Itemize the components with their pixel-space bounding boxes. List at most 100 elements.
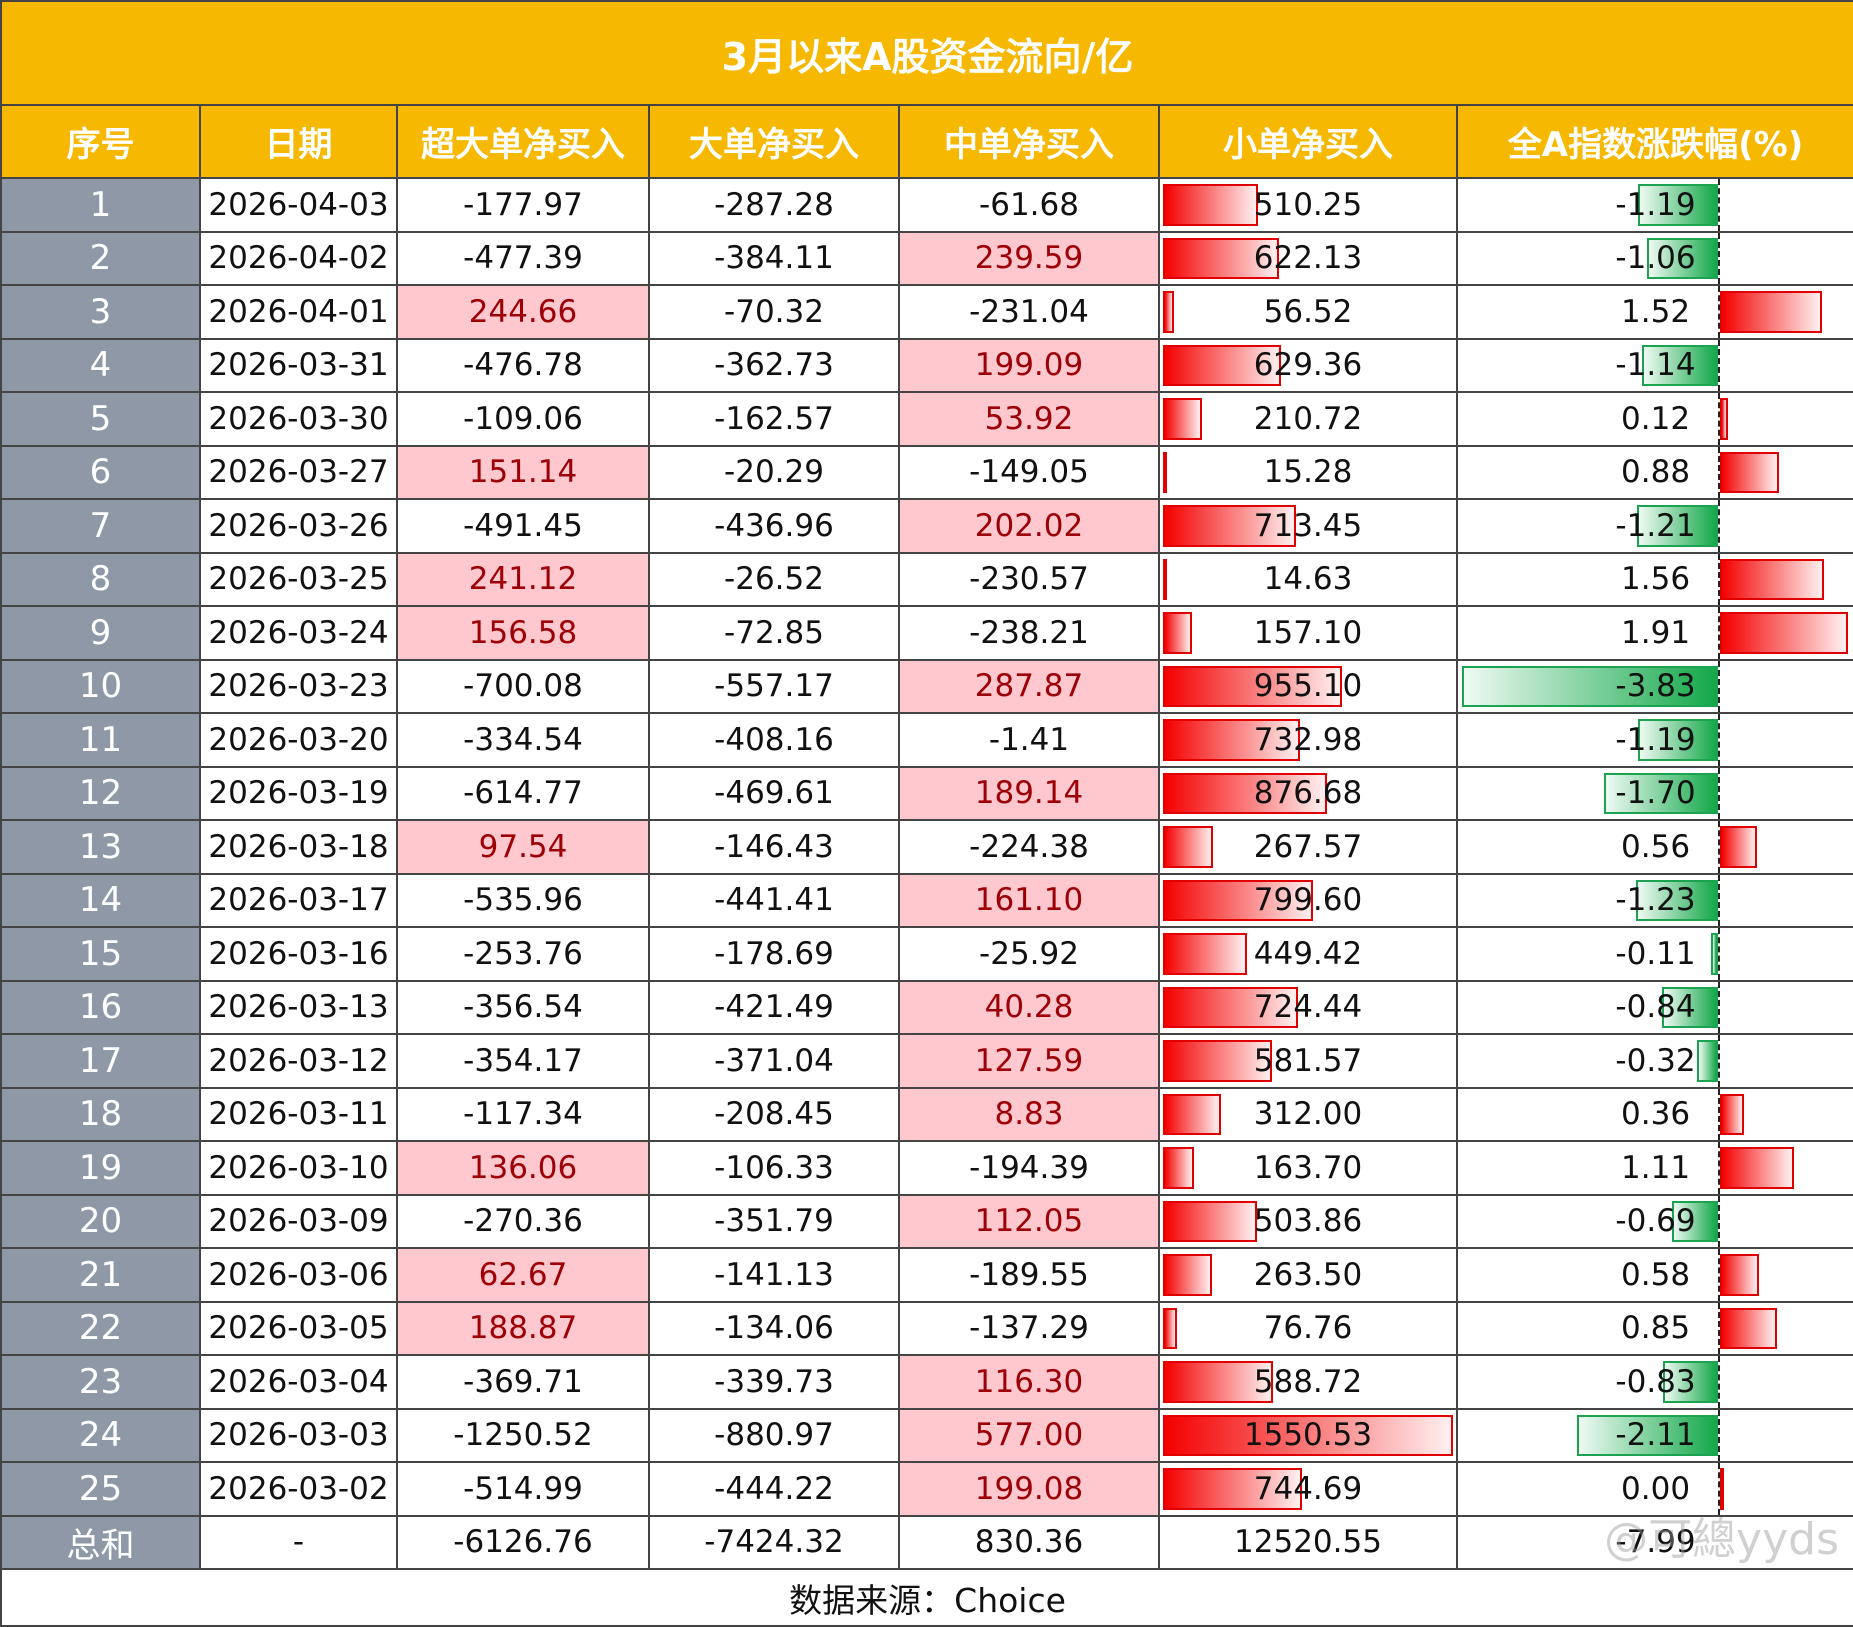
data-bar [1163, 398, 1203, 440]
axis-line [1718, 1463, 1720, 1514]
data-row: 3 2026-04-01 244.66 -70.32 -231.04 56.52 1.52 [0, 284, 1853, 340]
cell-text: 239.59 [974, 240, 1084, 277]
cell: 189.14 [898, 765, 1160, 821]
cell: 12520.55 [1158, 1514, 1458, 1570]
cell: 2026-03-23 [199, 658, 398, 714]
cell-text: 2026-03-10 [208, 1149, 389, 1186]
cell-text: -162.57 [714, 400, 834, 437]
cell-text: 2026-04-01 [208, 293, 389, 330]
cell-text: -362.73 [714, 347, 834, 384]
cell: -334.54 [396, 712, 650, 768]
cell-text: -614.77 [463, 775, 583, 812]
cell: 2026-03-12 [199, 1033, 398, 1089]
source-row: 数据来源：Choice [0, 1568, 1853, 1627]
column-header: 大单净买入 [648, 104, 900, 179]
data-row: 2 2026-04-02 -477.39 -384.11 239.59 622.13 -1.… [0, 230, 1853, 286]
cell: 2026-03-13 [199, 979, 398, 1035]
row-index: 1 [0, 177, 201, 233]
cell-text: -0.69 [1615, 1203, 1696, 1240]
cell-text: 24 [78, 1415, 123, 1456]
cell: 0.36 [1455, 1086, 1853, 1142]
cell: -436.96 [648, 498, 900, 554]
row-index: 25 [0, 1461, 201, 1517]
cell: -469.61 [648, 765, 900, 821]
cell: -408.16 [648, 712, 900, 768]
cell: -1.70 [1455, 765, 1853, 821]
cell-text: -384.11 [714, 240, 834, 277]
cell: -351.79 [648, 1193, 900, 1249]
cell: -137.29 [898, 1300, 1160, 1356]
cell-text: 112.05 [974, 1203, 1084, 1240]
axis-line [1718, 1035, 1720, 1086]
row-index: 24 [0, 1407, 201, 1463]
cell-text: 0.88 [1621, 454, 1691, 491]
cell-text: -371.04 [714, 1042, 834, 1079]
cell-text: -491.45 [463, 507, 583, 544]
cell-text: -70.32 [724, 293, 824, 330]
cell: -441.41 [648, 872, 900, 928]
cell: -1.41 [898, 712, 1160, 768]
cell-text: 22 [78, 1308, 123, 1349]
cell: 622.13 [1158, 230, 1458, 286]
cell-text: 2026-03-11 [208, 1096, 389, 1133]
row-index: 21 [0, 1247, 201, 1303]
cell-text: 13 [78, 826, 123, 867]
cell-text: 1.52 [1621, 293, 1691, 330]
cell: 127.59 [898, 1033, 1160, 1089]
cell: -339.73 [648, 1354, 900, 1410]
cell: -6126.76 [396, 1514, 650, 1570]
cell: -0.11 [1455, 926, 1853, 982]
cell-text: 0.56 [1621, 828, 1691, 865]
data-bar [1720, 1307, 1777, 1349]
data-row: 5 2026-03-30 -109.06 -162.57 53.92 210.72 0.12 [0, 391, 1853, 447]
cell-text: -2.11 [1615, 1417, 1696, 1454]
cell: 2026-03-09 [199, 1193, 398, 1249]
cell: 2026-03-04 [199, 1354, 398, 1410]
cell-text: 202.02 [974, 507, 1084, 544]
cell-text: 263.50 [1253, 1256, 1363, 1293]
cell: 2026-03-10 [199, 1140, 398, 1196]
cell: 744.69 [1158, 1461, 1458, 1517]
cell: -287.28 [648, 177, 900, 233]
cell: 0.00 [1455, 1461, 1853, 1517]
cell-text: 622.13 [1253, 240, 1363, 277]
cell-text: 876.68 [1253, 775, 1363, 812]
cell-text: 0.85 [1621, 1310, 1691, 1347]
axis-line [1718, 393, 1720, 444]
data-bar [1671, 1200, 1718, 1242]
data-bar [1163, 451, 1167, 493]
axis-line [1718, 875, 1720, 926]
cell-text: -354.17 [463, 1042, 583, 1079]
data-bar [1163, 291, 1174, 333]
cell: -0.32 [1455, 1033, 1853, 1089]
data-bar [1720, 291, 1822, 333]
cell: 2026-03-30 [199, 391, 398, 447]
row-index: 15 [0, 926, 201, 982]
cell-text: 830.36 [974, 1524, 1084, 1561]
cell-text: 2026-03-13 [208, 989, 389, 1026]
cell: 1550.53 [1158, 1407, 1458, 1463]
data-bar [1163, 665, 1342, 707]
cell-text: -3.83 [1615, 668, 1696, 705]
cell: 157.10 [1158, 605, 1458, 661]
data-bar [1163, 1147, 1194, 1189]
cell: -20.29 [648, 444, 900, 500]
cell-text: 2026-03-26 [208, 507, 389, 544]
cell-text: -334.54 [463, 721, 583, 758]
row-index: 12 [0, 765, 201, 821]
cell: 62.67 [396, 1247, 650, 1303]
row-index: 5 [0, 391, 201, 447]
cell-text: 5 [89, 398, 112, 439]
axis-line [1718, 1303, 1720, 1354]
data-bar [1163, 612, 1193, 654]
data-bar [1163, 1254, 1213, 1296]
cell-text: -436.96 [714, 507, 834, 544]
cell-text: -177.97 [463, 186, 583, 223]
cell-text: 16 [78, 987, 123, 1028]
cell-text: 210.72 [1253, 400, 1363, 437]
row-index: 14 [0, 872, 201, 928]
cell-text: 955.10 [1253, 668, 1363, 705]
data-row: 23 2026-03-04 -369.71 -339.73 116.30 588.72 -0… [0, 1354, 1853, 1410]
cell-text: -287.28 [714, 186, 834, 223]
row-index: 16 [0, 979, 201, 1035]
